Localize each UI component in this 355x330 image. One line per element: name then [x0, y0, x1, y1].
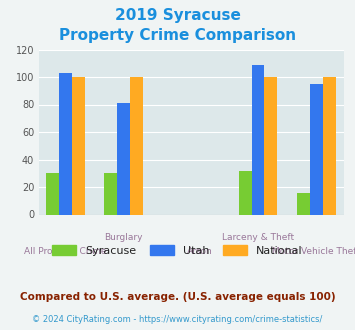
Bar: [72, 77, 84, 214]
Bar: [252, 65, 264, 214]
Text: Compared to U.S. average. (U.S. average equals 100): Compared to U.S. average. (U.S. average …: [20, 292, 335, 302]
Text: © 2024 CityRating.com - https://www.cityrating.com/crime-statistics/: © 2024 CityRating.com - https://www.city…: [32, 315, 323, 324]
Bar: [297, 192, 310, 214]
Bar: [117, 103, 130, 214]
Bar: [323, 77, 335, 214]
Text: All Property Crime: All Property Crime: [24, 248, 106, 256]
Text: Burglary: Burglary: [104, 233, 143, 242]
Bar: [264, 77, 277, 214]
Text: Property Crime Comparison: Property Crime Comparison: [59, 28, 296, 43]
Legend: Syracuse, Utah, National: Syracuse, Utah, National: [48, 241, 307, 260]
Text: 2019 Syracuse: 2019 Syracuse: [115, 8, 240, 23]
Bar: [59, 73, 72, 215]
Bar: [104, 173, 117, 214]
Bar: [130, 77, 143, 214]
Text: Arson: Arson: [187, 248, 212, 256]
Bar: [310, 84, 323, 214]
Bar: [46, 173, 59, 214]
Text: Larceny & Theft: Larceny & Theft: [222, 233, 294, 242]
Text: Motor Vehicle Theft: Motor Vehicle Theft: [272, 248, 355, 256]
Bar: [239, 171, 252, 214]
